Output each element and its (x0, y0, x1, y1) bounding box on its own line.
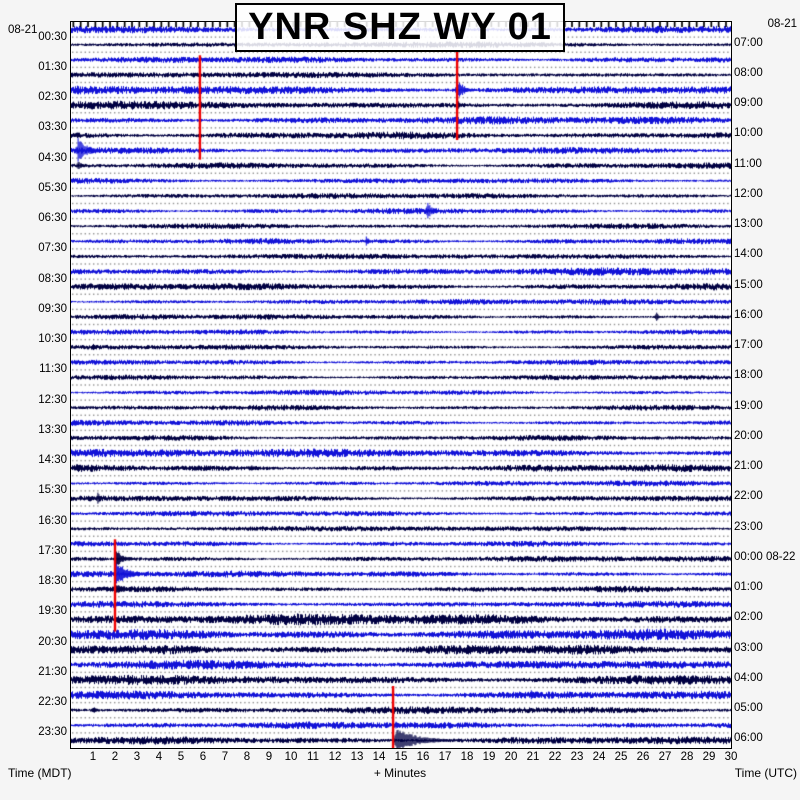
utc-time-label: 00:00 08-22 (734, 550, 796, 563)
utc-time-label: 02:00 (734, 611, 763, 624)
minute-tick-label: 4 (155, 751, 163, 763)
utc-time-label: 10:00 (734, 127, 763, 140)
utc-time-label: 03:00 (734, 641, 763, 654)
mdt-time-label: 16:30 (38, 514, 67, 527)
minute-tick-label: 10 (284, 751, 298, 763)
minute-tick-label: 22 (548, 751, 562, 763)
utc-time-label: 08:00 (734, 66, 763, 79)
mdt-time-label: 12:30 (38, 393, 67, 406)
utc-time-label: 06:00 (734, 732, 763, 745)
utc-time-label: 19:00 (734, 399, 763, 412)
minute-tick-label: 19 (482, 751, 496, 763)
mdt-time-label: 02:30 (38, 91, 67, 104)
utc-time-label: 01:00 (734, 581, 763, 594)
minute-tick-label: 13 (350, 751, 364, 763)
mdt-time-label: 00:30 (38, 30, 67, 43)
minute-tick-label: 20 (504, 751, 518, 763)
mdt-time-label: 06:30 (38, 212, 67, 225)
mdt-time-label: 08:30 (38, 272, 67, 285)
minute-tick-label: 30 (724, 751, 738, 763)
minute-tick-label: 7 (221, 751, 229, 763)
minute-tick-label: 25 (614, 751, 628, 763)
minutes-axis-caption: + Minutes (373, 766, 427, 780)
utc-time-label: 05:00 (734, 702, 763, 715)
mdt-time-label: 17:30 (38, 544, 67, 557)
plot-border (70, 21, 732, 749)
minute-tick-label: 29 (702, 751, 716, 763)
mdt-time-label: 21:30 (38, 665, 67, 678)
seismogram-canvas (71, 22, 731, 748)
minute-tick-label: 26 (636, 751, 650, 763)
mdt-time-label: 22:30 (38, 696, 67, 709)
mdt-time-label: 10:30 (38, 333, 67, 346)
mdt-time-label: 05:30 (38, 181, 67, 194)
utc-time-label: 17:00 (734, 339, 763, 352)
mdt-time-label: 20:30 (38, 635, 67, 648)
minute-tick-label: 9 (265, 751, 273, 763)
minute-tick-label: 23 (570, 751, 584, 763)
minute-tick-label: 14 (372, 751, 386, 763)
mdt-time-label: 07:30 (38, 242, 67, 255)
utc-time-label: 14:00 (734, 248, 763, 261)
utc-time-label: 04:00 (734, 671, 763, 684)
minute-tick-label: 16 (416, 751, 430, 763)
minute-tick-label: 15 (394, 751, 408, 763)
station-title: YNR SHZ WY 01 (248, 6, 552, 48)
minute-tick-label: 12 (328, 751, 342, 763)
minute-tick-label: 6 (199, 751, 207, 763)
utc-time-label: 20:00 (734, 429, 763, 442)
utc-axis-caption: Time (UTC) (734, 766, 797, 780)
minute-tick-label: 28 (680, 751, 694, 763)
mdt-time-label: 14:30 (38, 454, 67, 467)
mdt-time-label: 15:30 (38, 484, 67, 497)
utc-time-label: 18:00 (734, 369, 763, 382)
start-date-label: 08-21 (8, 24, 38, 36)
utc-time-label: 12:00 (734, 187, 763, 200)
utc-time-label: 09:00 (734, 97, 763, 110)
mdt-time-label: 19:30 (38, 605, 67, 618)
end-date-label: 08-21 (767, 18, 797, 30)
minute-tick-label: 17 (438, 751, 452, 763)
minute-tick-label: 18 (460, 751, 474, 763)
minute-tick-label: 27 (658, 751, 672, 763)
utc-time-label: 11:00 (734, 157, 762, 170)
utc-time-label: 22:00 (734, 490, 763, 503)
utc-time-label: 21:00 (734, 460, 763, 473)
mdt-time-label: 11:30 (39, 363, 67, 376)
mdt-time-label: 01:30 (38, 60, 67, 73)
minute-tick-label: 1 (89, 751, 97, 763)
mdt-time-label: 13:30 (38, 423, 67, 436)
station-title-box: YNR SHZ WY 01 (235, 3, 565, 52)
minute-tick-label: 8 (243, 751, 251, 763)
mdt-time-label: 23:30 (38, 726, 67, 739)
mdt-time-label: 09:30 (38, 302, 67, 315)
mdt-axis-caption: Time (MDT) (8, 766, 72, 780)
utc-time-label: 13:00 (734, 218, 763, 231)
minute-tick-label: 24 (592, 751, 606, 763)
utc-time-label: 16:00 (734, 308, 763, 321)
minute-tick-label: 11 (307, 751, 319, 763)
minute-tick-label: 2 (111, 751, 119, 763)
minute-tick-label: 3 (133, 751, 141, 763)
mdt-time-label: 03:30 (38, 121, 67, 134)
utc-time-label: 23:00 (734, 520, 763, 533)
mdt-time-label: 18:30 (38, 575, 67, 588)
minute-tick-label: 21 (526, 751, 540, 763)
mdt-time-label: 04:30 (38, 151, 67, 164)
minute-tick-label: 5 (177, 751, 185, 763)
utc-time-label: 15:00 (734, 278, 763, 291)
utc-time-label: 07:00 (734, 36, 763, 49)
